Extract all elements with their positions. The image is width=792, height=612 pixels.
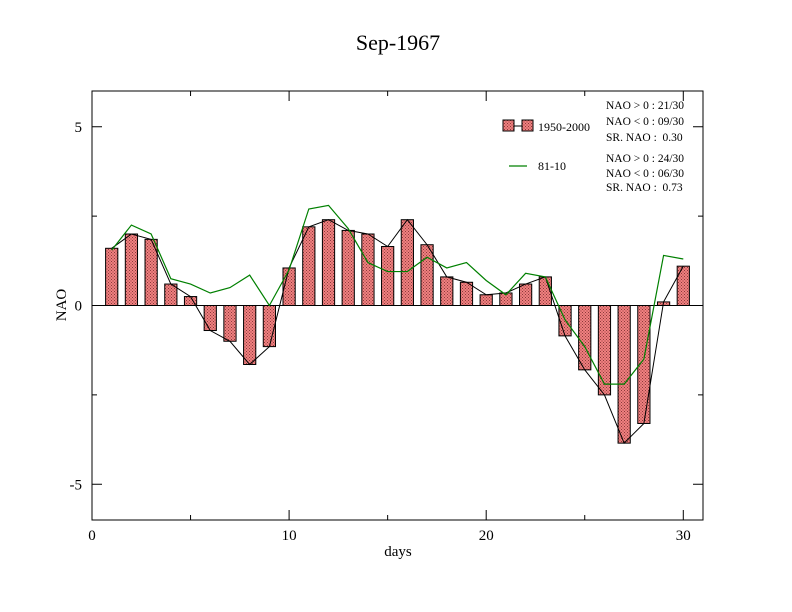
bar-day-20 (479, 294, 493, 306)
bar-day-15 (381, 246, 395, 306)
y-tick-label: -5 (70, 477, 83, 493)
legend-stat-1950-2000-neg: NAO < 0 : 09/30 (606, 116, 684, 128)
legend-stat-1950-2000-pos: NAO > 0 : 21/30 (606, 100, 684, 112)
legend-stat-81-10-pos: NAO > 0 : 24/30 (606, 153, 684, 165)
bar-day-19 (459, 281, 474, 307)
bar-day-1 (105, 247, 119, 307)
plot-area: 0 10 20 30 5 0 -5 (70, 90, 704, 544)
bar-day-30 (676, 265, 690, 306)
bar-day-22 (519, 283, 533, 306)
x-axis-label: days (384, 544, 412, 560)
bar-day-11 (302, 226, 316, 307)
y-axis-label: NAO (54, 289, 70, 322)
legend-stat-81-10-neg: NAO < 0 : 06/30 (606, 168, 684, 180)
series-line-81-10 (111, 204, 684, 385)
legend-label-1950-2000: 1950-2000 (538, 120, 590, 134)
bar-day-8 (243, 305, 257, 365)
bar-day-9 (262, 305, 276, 348)
x-tick-label: 10 (282, 528, 297, 544)
bar-day-12 (321, 219, 336, 306)
bar-day-16 (400, 219, 414, 306)
bar-day-17 (420, 244, 434, 307)
series-line-1950-2000 (111, 218, 684, 445)
bar-day-6 (203, 305, 217, 332)
bar-day-18 (440, 276, 454, 306)
bar-day-27 (617, 305, 631, 444)
bar-day-7 (223, 305, 237, 342)
x-tick-label: 0 (88, 528, 96, 544)
bar-day-2 (124, 233, 139, 306)
legend-label-81-10: 81-10 (538, 159, 566, 173)
y-tick-label: 5 (75, 120, 83, 136)
legend-stat-81-10-sr: SR. NAO : 0.73 (606, 182, 683, 194)
legend-swatch-1950-2000 (502, 119, 515, 132)
bar-day-14 (361, 233, 375, 306)
bar-day-26 (597, 305, 612, 396)
legend: 1950-2000 81-10 NAO > 0 : 21/30 NAO < 0 … (502, 100, 684, 194)
chart-title: Sep-1967 (356, 30, 440, 55)
x-tick-label: 30 (676, 528, 691, 544)
legend-swatch-1950-2000-b (521, 119, 534, 132)
legend-stat-1950-2000-sr: SR. NAO : 0.30 (606, 132, 683, 144)
bar-day-13 (341, 229, 355, 306)
x-tick-label: 20 (479, 528, 494, 544)
y-tick-label: 0 (75, 299, 83, 315)
bar-day-25 (578, 305, 592, 371)
